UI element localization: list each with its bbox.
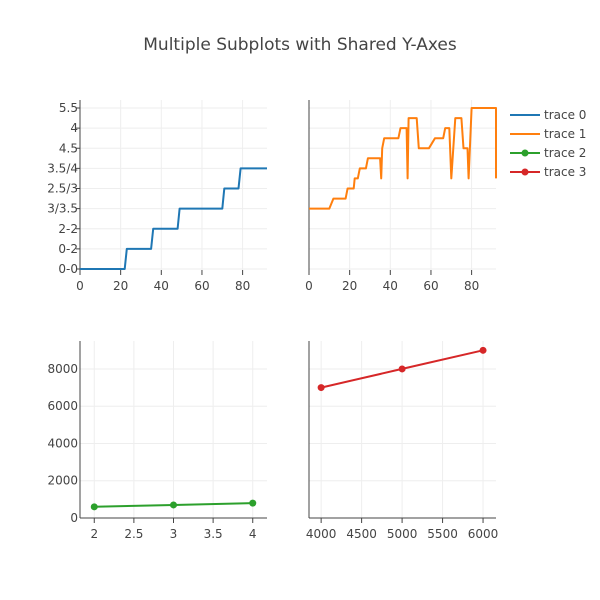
subplot-top-left: 0-0 0-2 2-2 3/3.5 2.5/3 3.5/4 4.5 4 5.5 0 20 40 60 80 — [47, 100, 267, 293]
y-tick-label: 2-2 — [58, 222, 78, 236]
data-point[interactable] — [170, 501, 177, 509]
x-tick-label: 2 — [90, 527, 98, 541]
legend-marker — [521, 168, 529, 176]
x-tick-label: 2.5 — [124, 527, 143, 541]
y-tick-label: 0-0 — [58, 262, 78, 276]
legend-label: trace 3 — [544, 165, 586, 179]
x-tick-label: 60 — [423, 279, 438, 293]
chart-title: Multiple Subplots with Shared Y-Axes — [143, 35, 457, 55]
y-tick-label: 2000 — [47, 474, 78, 488]
y-tick-label: 4 — [70, 121, 78, 135]
x-tick-label: 4 — [249, 527, 257, 541]
x-tick-label: 4000 — [306, 527, 337, 541]
x-tick-label: 40 — [154, 279, 169, 293]
legend[interactable]: trace 0 trace 1 trace 2 trace 3 — [510, 108, 586, 179]
data-point[interactable] — [317, 384, 325, 392]
y-tick-label: 0-2 — [58, 242, 78, 256]
x-tick-label: 5500 — [427, 527, 458, 541]
x-tick-label: 4500 — [346, 527, 377, 541]
subplot-top-right: 0 20 40 60 80 — [305, 100, 497, 293]
x-tick-label: 60 — [194, 279, 209, 293]
x-tick-label: 20 — [113, 279, 128, 293]
x-tick-label: 3.5 — [204, 527, 223, 541]
x-tick-label: 3 — [170, 527, 178, 541]
y-tick-label: 5.5 — [59, 101, 78, 115]
x-tick-label: 0 — [76, 279, 84, 293]
series-line-trace-1 — [309, 107, 497, 210]
x-tick-label: 80 — [464, 279, 479, 293]
x-tick-label: 20 — [342, 279, 357, 293]
series-line-trace-0 — [80, 167, 267, 270]
legend-label: trace 0 — [544, 108, 586, 122]
x-tick-label: 0 — [305, 279, 313, 293]
y-tick-label: 3/3.5 — [47, 202, 78, 216]
legend-label: trace 2 — [544, 146, 586, 160]
legend-item[interactable]: trace 3 — [510, 165, 586, 179]
subplot-bottom-right: 4000 4500 5000 5500 6000 — [306, 341, 498, 541]
legend-marker — [521, 149, 529, 157]
y-tick-label: 4.5 — [59, 141, 78, 155]
x-tick-label: 40 — [383, 279, 398, 293]
y-tick-label: 8000 — [47, 362, 78, 376]
data-point[interactable] — [398, 365, 406, 373]
y-tick-label: 0 — [70, 511, 78, 525]
legend-label: trace 1 — [544, 127, 586, 141]
y-tick-label: 2.5/3 — [47, 182, 78, 196]
y-tick-label: 4000 — [47, 436, 78, 450]
x-tick-label: 80 — [235, 279, 250, 293]
subplot-bottom-left: 0 2000 4000 6000 8000 2 2.5 3 3.5 4 — [47, 341, 267, 541]
x-tick-label: 5000 — [387, 527, 418, 541]
data-point[interactable] — [90, 503, 98, 511]
x-tick-label: 6000 — [468, 527, 499, 541]
legend-item[interactable]: trace 0 — [510, 108, 586, 122]
y-tick-label: 3.5/4 — [47, 161, 78, 175]
legend-item[interactable]: trace 2 — [510, 146, 586, 160]
data-point[interactable] — [479, 346, 487, 354]
y-tick-label: 6000 — [47, 399, 78, 413]
legend-item[interactable]: trace 1 — [510, 127, 586, 141]
data-point[interactable] — [249, 499, 257, 507]
